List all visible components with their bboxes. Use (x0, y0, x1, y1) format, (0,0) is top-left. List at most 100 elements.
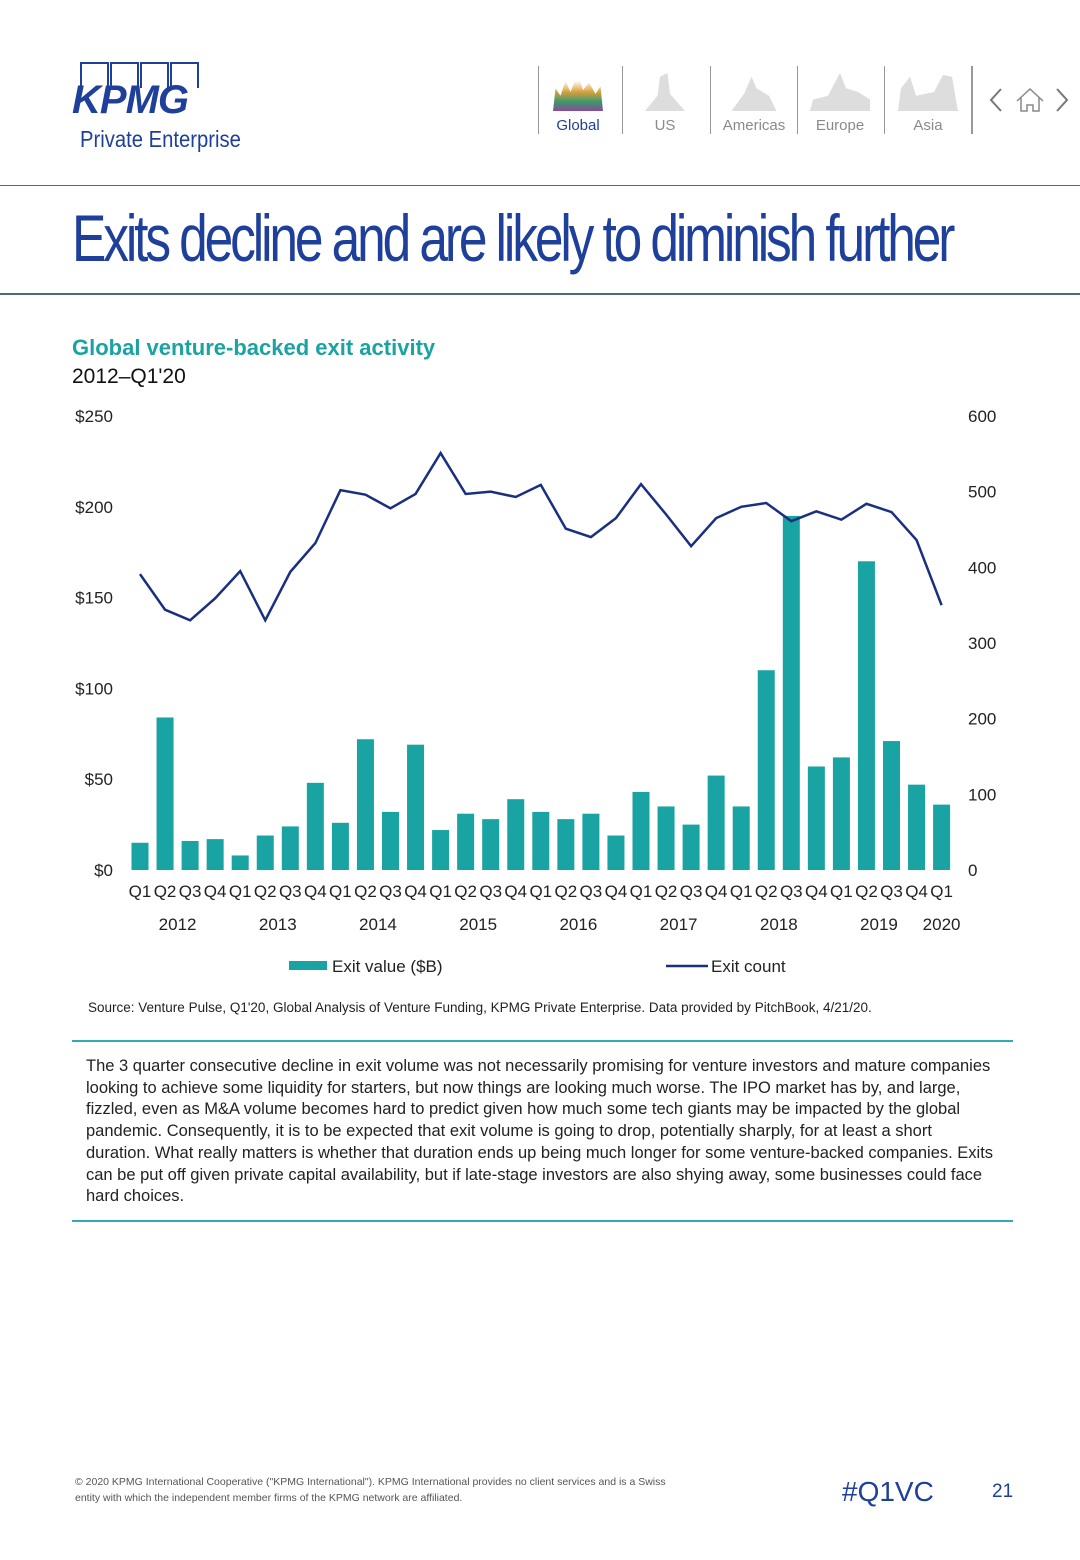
bar-exit-value (482, 819, 500, 870)
nav-global[interactable]: Global (545, 66, 611, 134)
x-tick-year: 2017 (660, 915, 698, 934)
bar-exit-value (181, 840, 199, 870)
nav-divider (710, 66, 711, 134)
left-axis-tick: $50 (85, 770, 113, 789)
x-tick-quarter: Q4 (605, 882, 628, 901)
bar-exit-value (807, 766, 825, 870)
right-axis-tick: 0 (968, 861, 977, 880)
nav-divider (884, 66, 885, 134)
left-axis-tick: $0 (94, 861, 113, 880)
bar-exit-value (682, 824, 700, 870)
bar-exit-value (507, 799, 525, 870)
bar-exit-value (857, 561, 875, 870)
nav-divider (622, 66, 623, 134)
asia-landmarks-icon (898, 74, 958, 111)
nav-asia[interactable]: Asia (888, 66, 968, 134)
x-tick-quarter: Q1 (630, 882, 653, 901)
x-tick-quarter: Q1 (229, 882, 252, 901)
bar-exit-value (432, 830, 450, 870)
bar-exit-value (206, 839, 224, 870)
x-tick-quarter: Q4 (905, 882, 928, 901)
chevron-right-icon[interactable] (1056, 88, 1069, 112)
x-tick-quarter: Q2 (655, 882, 678, 901)
x-tick-quarter: Q2 (354, 882, 377, 901)
bar-exit-value (557, 819, 575, 870)
kpmg-logo: KPMG (72, 78, 189, 122)
x-tick-quarter: Q1 (329, 882, 352, 901)
x-tick-quarter: Q4 (404, 882, 427, 901)
x-tick-quarter: Q3 (880, 882, 903, 901)
x-tick-quarter: Q3 (379, 882, 402, 901)
line-exit-count (138, 450, 943, 624)
chart-subtitle: 2012–Q1'20 (72, 365, 186, 388)
x-tick-quarter: Q2 (254, 882, 277, 901)
bar-exit-value (732, 806, 750, 870)
bar-exit-value (757, 670, 775, 870)
chevron-left-icon[interactable] (989, 88, 1002, 112)
x-tick-year: 2015 (459, 915, 497, 934)
x-tick-quarter: Q4 (304, 882, 327, 901)
bar-exit-value (607, 835, 625, 870)
x-tick-quarter: Q3 (680, 882, 703, 901)
x-tick-quarter: Q1 (930, 882, 953, 901)
right-axis-tick: 500 (968, 483, 996, 502)
copyright: © 2020 KPMG International Cooperative ("… (75, 1476, 666, 1504)
page-number: 21 (992, 1481, 1014, 1502)
logo-subtitle: Private Enterprise (80, 126, 241, 152)
x-tick-quarter: Q1 (529, 882, 552, 901)
right-axis-tick: 300 (968, 634, 996, 653)
nav-europe[interactable]: Europe (800, 66, 880, 134)
page-title: Exits decline and are likely to diminish… (72, 201, 955, 275)
bar-exit-value (331, 822, 349, 870)
nav-divider (797, 66, 798, 134)
source-note: Source: Venture Pulse, Q1'20, Global Ana… (88, 1000, 872, 1015)
legend-bar-swatch (289, 961, 327, 970)
right-axis-tick: 600 (968, 407, 996, 426)
right-axis-tick: 100 (968, 785, 996, 804)
bar-exit-value (532, 811, 550, 870)
x-tick-quarter: Q1 (129, 882, 152, 901)
bar-exit-value (782, 515, 800, 870)
left-axis-tick: $150 (75, 589, 113, 608)
bar-exit-value (908, 784, 926, 870)
x-tick-quarter: Q2 (154, 882, 177, 901)
bar-exit-value (707, 775, 725, 870)
x-tick-quarter: Q2 (454, 882, 477, 901)
bar-exit-value (156, 717, 174, 870)
bar-exit-value (632, 791, 650, 870)
bar-exit-value (457, 813, 475, 870)
x-tick-quarter: Q4 (504, 882, 527, 901)
x-tick-year: 2020 (923, 915, 961, 934)
bar-exit-value (131, 842, 149, 870)
bar-exit-value (382, 811, 399, 870)
header-divider (0, 185, 1080, 186)
x-tick-quarter: Q3 (580, 882, 603, 901)
x-tick-quarter: Q2 (855, 882, 878, 901)
bar-exit-value (407, 744, 425, 870)
bar-exit-value (657, 806, 675, 870)
nav-arrows (989, 87, 1069, 112)
home-icon[interactable] (1016, 87, 1044, 112)
divider (72, 1220, 1013, 1222)
nav-us[interactable]: US (630, 66, 700, 134)
x-tick-quarter: Q2 (755, 882, 778, 901)
nav-americas[interactable]: Americas (712, 66, 796, 134)
x-tick-year: 2016 (559, 915, 597, 934)
hashtag: #Q1VC (842, 1476, 934, 1507)
x-tick-quarter: Q4 (204, 882, 227, 901)
bar-exit-value (582, 813, 600, 870)
x-tick-quarter: Q3 (279, 882, 302, 901)
left-axis-tick: $200 (75, 498, 113, 517)
x-tick-quarter: Q4 (705, 882, 728, 901)
x-tick-quarter: Q4 (805, 882, 828, 901)
legend-exit-count: Exit count (711, 957, 786, 976)
right-axis-tick: 200 (968, 710, 996, 729)
left-axis-tick: $100 (75, 679, 113, 698)
americas-landmarks-icon (731, 76, 777, 111)
bar-exit-value (306, 782, 324, 870)
x-tick-year: 2012 (159, 915, 197, 934)
global-landmarks-icon (553, 73, 603, 111)
x-tick-quarter: Q3 (179, 882, 202, 901)
x-tick-quarter: Q3 (479, 882, 502, 901)
